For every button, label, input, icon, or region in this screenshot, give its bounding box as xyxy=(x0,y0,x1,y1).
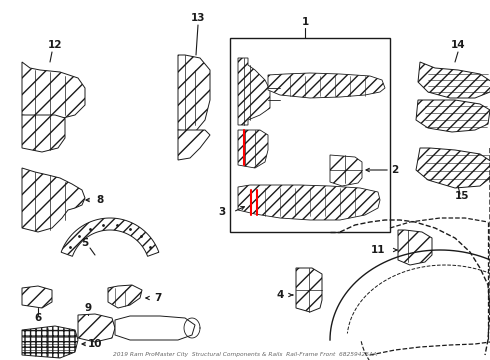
Text: 4: 4 xyxy=(276,290,284,300)
Polygon shape xyxy=(22,62,85,120)
Text: 7: 7 xyxy=(154,293,162,303)
Text: 11: 11 xyxy=(370,245,385,255)
Polygon shape xyxy=(416,100,490,132)
Polygon shape xyxy=(61,218,159,256)
Text: 12: 12 xyxy=(48,40,62,50)
Polygon shape xyxy=(78,314,115,342)
Polygon shape xyxy=(418,62,490,98)
Polygon shape xyxy=(330,155,362,186)
Polygon shape xyxy=(22,326,78,358)
Polygon shape xyxy=(178,130,210,160)
Text: 10: 10 xyxy=(88,339,102,349)
Polygon shape xyxy=(108,285,142,308)
Polygon shape xyxy=(22,115,65,152)
Polygon shape xyxy=(22,168,85,232)
Polygon shape xyxy=(22,286,52,308)
Polygon shape xyxy=(398,230,432,265)
Text: 1: 1 xyxy=(301,17,309,27)
Polygon shape xyxy=(115,316,195,340)
Text: 2: 2 xyxy=(392,165,399,175)
Text: 3: 3 xyxy=(219,207,225,217)
Polygon shape xyxy=(238,58,270,125)
Text: 6: 6 xyxy=(34,313,42,323)
Polygon shape xyxy=(238,185,380,220)
Text: 13: 13 xyxy=(191,13,205,23)
Text: 14: 14 xyxy=(451,40,465,50)
Text: 9: 9 xyxy=(84,303,92,313)
Polygon shape xyxy=(238,130,268,168)
Text: 8: 8 xyxy=(97,195,103,205)
Polygon shape xyxy=(416,148,490,188)
Text: 5: 5 xyxy=(81,238,89,248)
Polygon shape xyxy=(296,268,322,312)
Polygon shape xyxy=(268,73,385,98)
Text: 15: 15 xyxy=(455,191,469,201)
Polygon shape xyxy=(178,55,210,132)
Text: 2019 Ram ProMaster City  Structural Components & Rails  Rail-Frame Front  682594: 2019 Ram ProMaster City Structural Compo… xyxy=(113,352,377,357)
